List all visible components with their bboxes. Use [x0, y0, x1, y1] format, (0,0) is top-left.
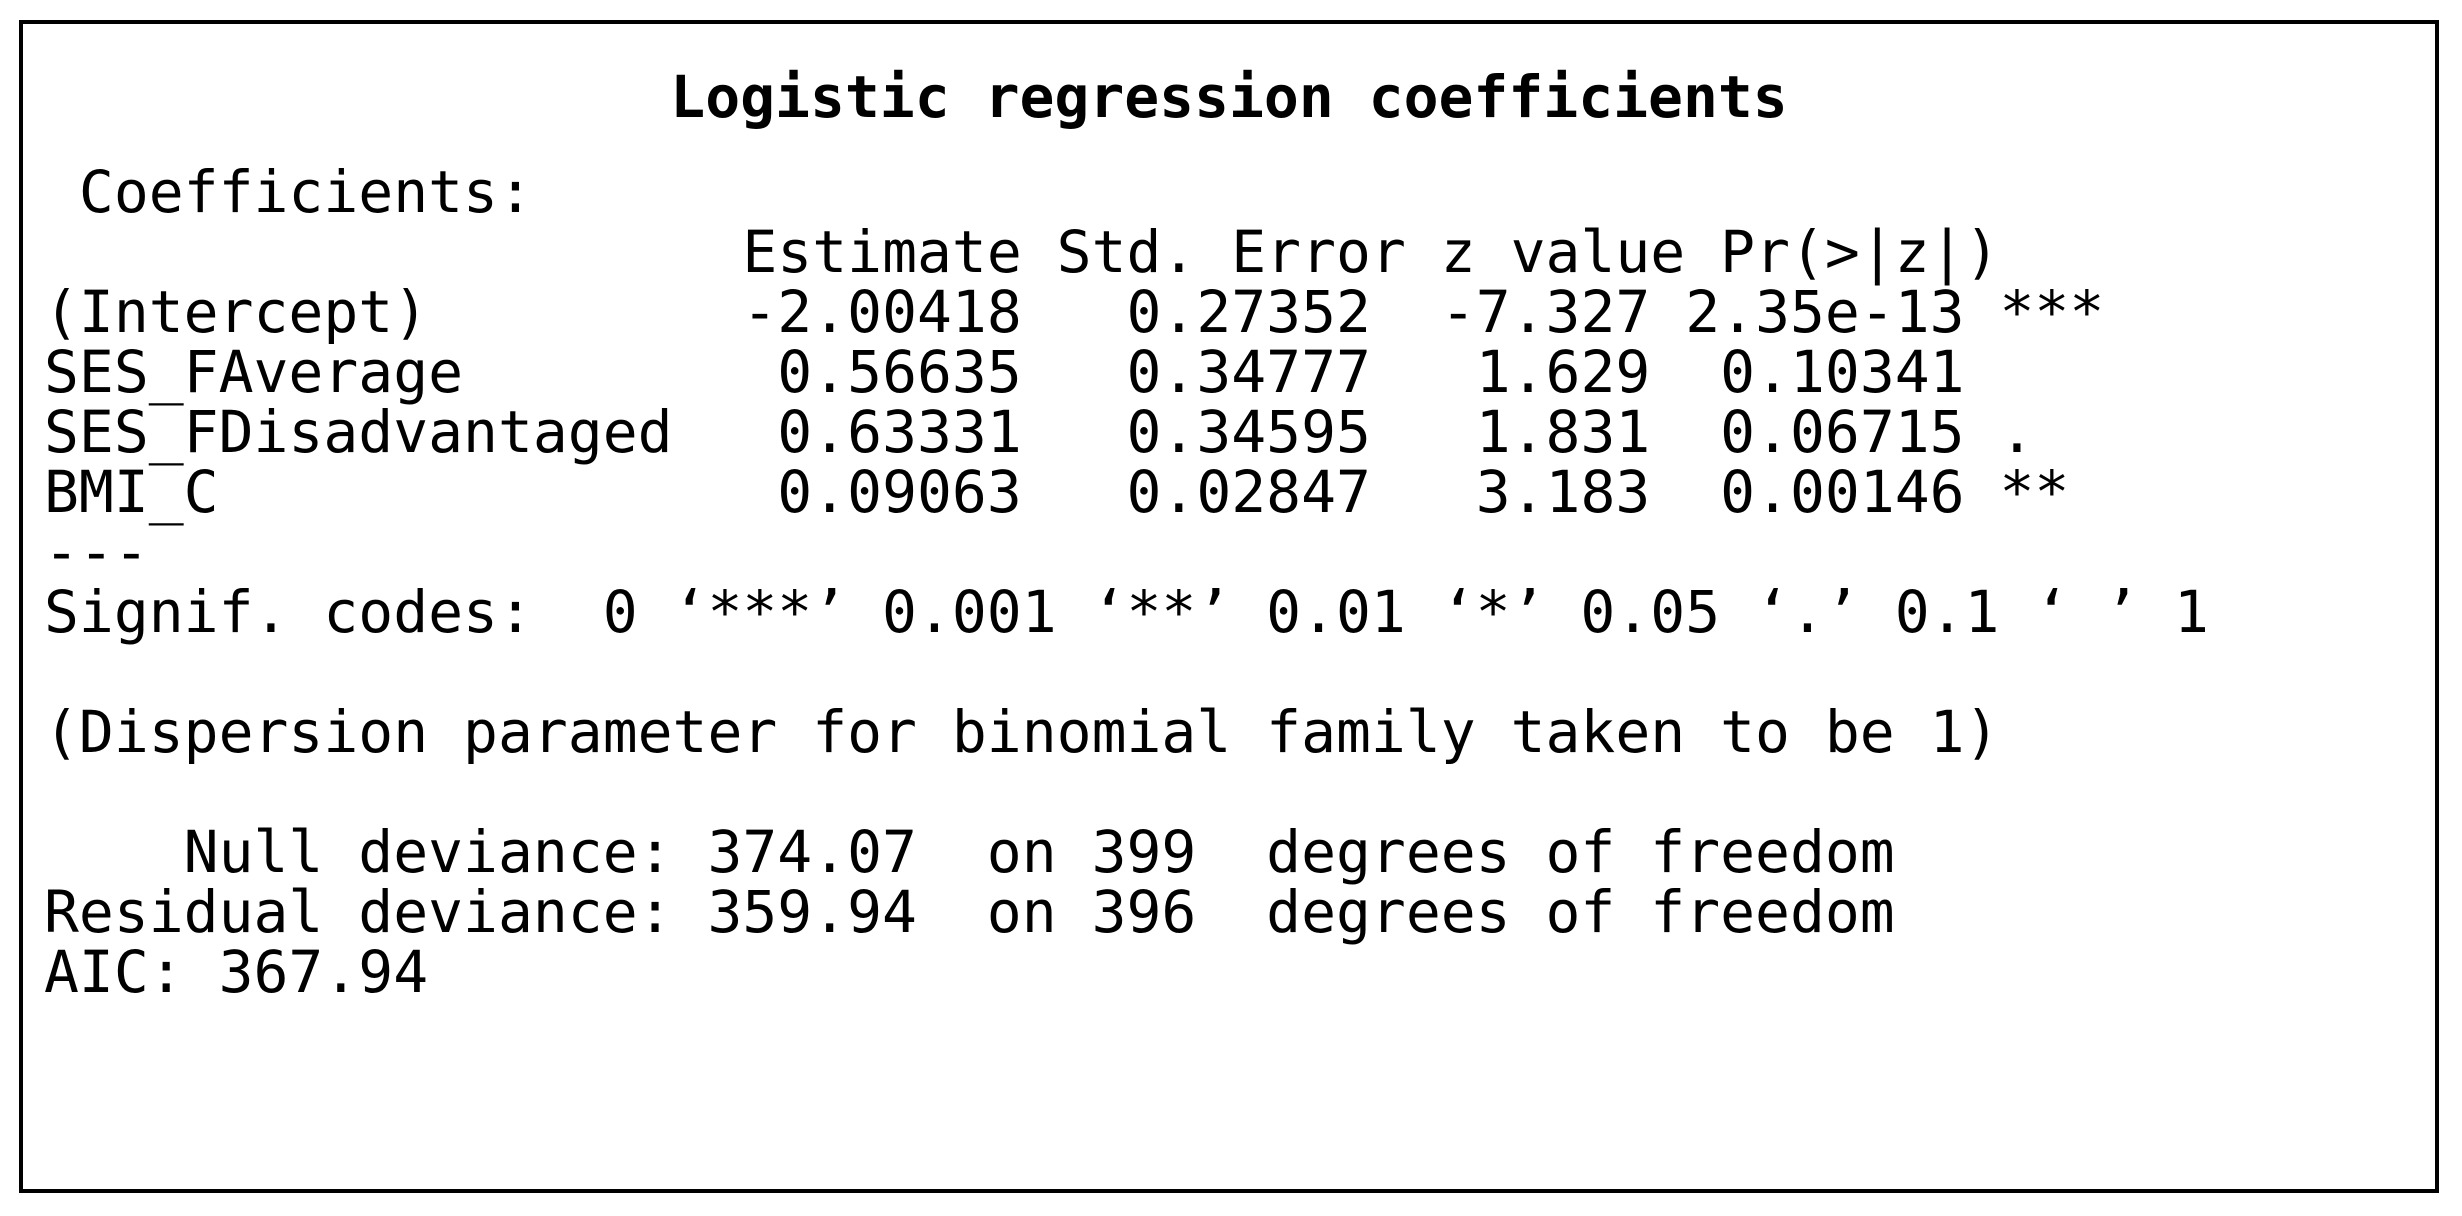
- coefficients-label: Coefficients:: [44, 158, 533, 226]
- page-title: Logistic regression coefficients: [670, 63, 1788, 131]
- row-p-value: 0.06715: [1685, 398, 1965, 466]
- row-std-error: 0.02847: [1021, 458, 1371, 526]
- table-row: BMI_C 0.09063 0.02847 3.183 0.00146 **: [44, 462, 2209, 522]
- table-row: SES_FDisadvantaged 0.63331 0.34595 1.831…: [44, 402, 2209, 462]
- row-signif: **: [1964, 458, 2070, 526]
- row-z-value: 3.183: [1370, 458, 1651, 526]
- row-z-value: 1.831: [1370, 398, 1651, 466]
- row-term: (Intercept): [44, 278, 743, 346]
- table-row: (Intercept) -2.00418 0.27352 -7.327 2.35…: [44, 282, 2209, 342]
- header-indent: [44, 218, 742, 286]
- table-header: Estimate Std. Error z value Pr(>|z|): [44, 222, 2209, 282]
- null-deviance: Null deviance: 374.07 on 399 degrees of …: [44, 818, 1895, 886]
- row-std-error: 0.27352: [1021, 278, 1371, 346]
- row-term: SES_FDisadvantaged: [44, 398, 743, 466]
- output-frame: Logistic regression coefficients: [19, 20, 2439, 1193]
- row-std-error: 0.34595: [1021, 398, 1371, 466]
- row-term: BMI_C: [44, 458, 743, 526]
- dispersion-note: (Dispersion parameter for binomial famil…: [44, 698, 2000, 766]
- aic-value: AIC: 367.94: [44, 938, 429, 1006]
- row-estimate: -2.00418: [742, 278, 1022, 346]
- row-z-value: 1.629: [1370, 338, 1651, 406]
- regression-output: Coefficients: Estimate Std. Error z valu…: [44, 162, 2209, 1002]
- row-z-value: -7.327: [1370, 278, 1651, 346]
- row-estimate: 0.56635: [742, 338, 1022, 406]
- header-z-value: z value: [1440, 218, 1686, 286]
- residual-deviance: Residual deviance: 359.94 on 396 degrees…: [44, 878, 1895, 946]
- header-p-value: Pr(>|z|): [1720, 218, 2000, 286]
- separator: ---: [44, 518, 149, 586]
- row-p-value: 2.35e-13: [1685, 278, 1965, 346]
- header-estimate: Estimate: [742, 218, 1022, 286]
- blank-line: [44, 642, 2209, 702]
- table-row: SES_FAverage 0.56635 0.34777 1.629 0.103…: [44, 342, 2209, 402]
- row-term: SES_FAverage: [44, 338, 743, 406]
- row-std-error: 0.34777: [1021, 338, 1371, 406]
- blank-line: [44, 762, 2209, 822]
- row-signif: ***: [1964, 278, 2105, 346]
- row-estimate: 0.63331: [742, 398, 1022, 466]
- row-p-value: 0.00146: [1685, 458, 1965, 526]
- row-estimate: 0.09063: [742, 458, 1022, 526]
- row-signif: .: [1964, 398, 2035, 466]
- row-p-value: 0.10341: [1685, 338, 1965, 406]
- signif-codes: Signif. codes: 0 ‘***’ 0.001 ‘**’ 0.01 ‘…: [44, 578, 2209, 646]
- header-std-error: Std. Error: [1056, 218, 1406, 286]
